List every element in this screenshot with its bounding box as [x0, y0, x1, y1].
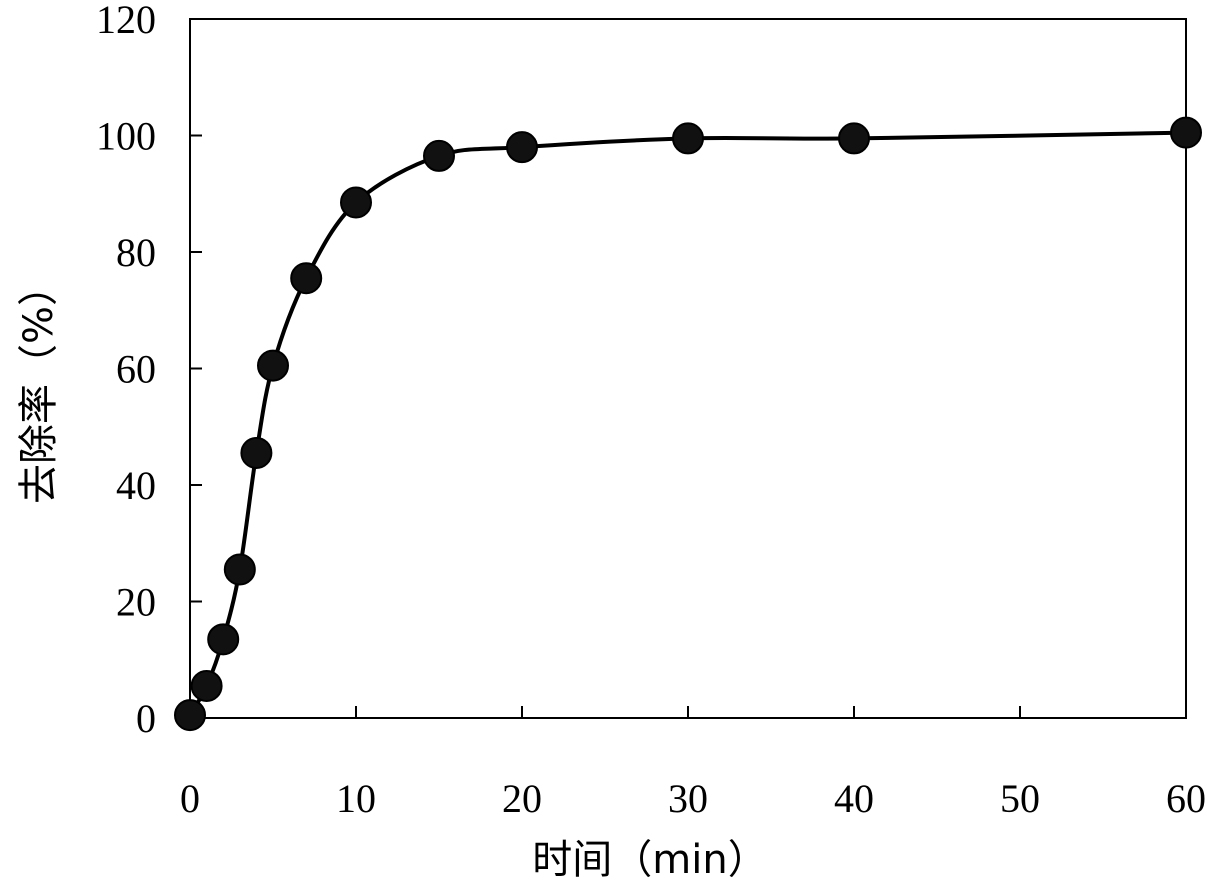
y-tick-label: 40: [116, 463, 156, 508]
x-tick-label: 0: [180, 776, 200, 821]
y-tick-label: 20: [116, 580, 156, 625]
x-tick-label: 20: [502, 776, 542, 821]
data-point: [340, 186, 372, 219]
data-point: [672, 122, 704, 155]
y-axis-ticks: 0 20 40 60 80 100 120: [96, 0, 202, 741]
data-points: [174, 116, 1202, 732]
x-tick-label: 30: [668, 776, 708, 821]
data-point: [506, 131, 538, 164]
data-point: [190, 669, 223, 702]
y-tick-label: 100: [96, 114, 156, 159]
series-line: [188, 130, 1187, 717]
data-point: [423, 139, 455, 172]
x-tick-label: 60: [1166, 776, 1206, 821]
data-point: [223, 553, 256, 586]
data-point: [290, 262, 323, 295]
data-point: [1170, 116, 1202, 149]
x-axis-title: 时间（min）: [532, 837, 767, 883]
x-axis-ticks: 0 10 20 30 40 50 60: [180, 706, 1206, 821]
y-tick-label: 80: [116, 230, 156, 275]
y-tick-label: 60: [116, 347, 156, 392]
data-point: [174, 699, 206, 732]
data-point: [240, 436, 273, 469]
data-point: [838, 122, 870, 155]
x-tick-label: 50: [1000, 776, 1040, 821]
x-tick-label: 40: [834, 776, 874, 821]
data-point: [257, 349, 289, 382]
data-point: [207, 623, 240, 656]
y-axis-title: 去除率（%）: [16, 266, 62, 504]
y-tick-label: 0: [136, 696, 156, 741]
y-tick-label: 120: [96, 0, 156, 42]
x-tick-label: 10: [336, 776, 376, 821]
